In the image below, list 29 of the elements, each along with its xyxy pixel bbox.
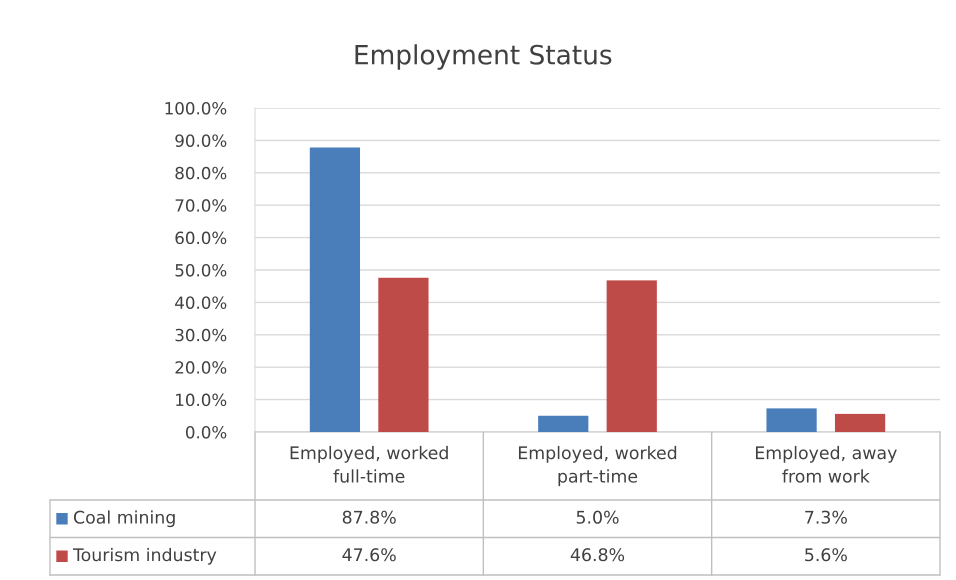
- y-tick-label: 20.0%: [176, 361, 226, 374]
- y-tick-label: 80.0%: [175, 166, 226, 180]
- bar: [538, 416, 588, 432]
- data-label: 87.8%: [342, 510, 396, 524]
- bar: [310, 148, 360, 432]
- legend-label: Coal mining: [74, 510, 175, 528]
- chart-title: Employment Status: [356, 44, 612, 70]
- x-tick-label: Employed, worked part-time: [518, 446, 676, 486]
- bar: [766, 408, 817, 432]
- legend-label: Tourism industry: [72, 548, 216, 565]
- y-tick-label: 10.0%: [176, 394, 226, 406]
- y-tick-label: 40.0%: [175, 296, 226, 309]
- bar: [606, 280, 657, 432]
- y-tick-label: 90.0%: [175, 134, 226, 147]
- data-label: 7.3%: [805, 510, 847, 524]
- data-label: 5.0%: [576, 510, 619, 524]
- y-tick-label: 0.0%: [186, 426, 226, 439]
- y-tick-label: 50.0%: [176, 264, 226, 277]
- data-label: 5.6%: [805, 548, 847, 562]
- x-tick-label: Employed, away from work: [756, 446, 897, 483]
- bar: [834, 414, 886, 432]
- y-tick-label: 30.0%: [176, 328, 226, 342]
- y-tick-label: 60.0%: [175, 232, 226, 244]
- y-tick-label: 100.0%: [166, 102, 226, 115]
- y-tick-label: 70.0%: [176, 199, 226, 212]
- data-label: 46.8%: [570, 548, 624, 562]
- x-tick-label: Employed, worked full-time: [290, 446, 448, 483]
- bar: [378, 278, 429, 432]
- data-label: 47.6%: [342, 548, 396, 562]
